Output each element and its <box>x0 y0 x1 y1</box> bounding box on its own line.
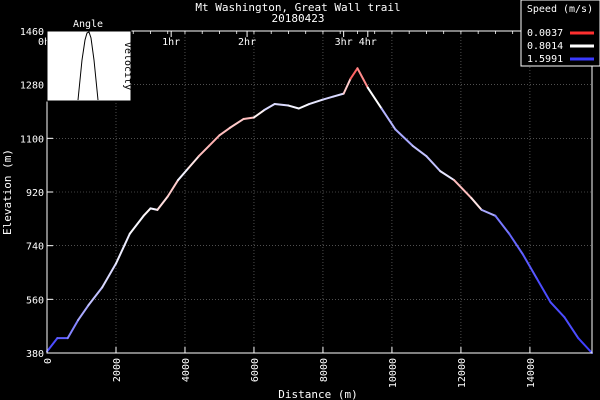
elevation-line <box>46 67 593 354</box>
line-segment <box>380 107 397 131</box>
x-tick-label: 12000 <box>457 358 468 388</box>
inset-frame <box>46 30 132 102</box>
line-segment <box>522 253 538 280</box>
line-segment <box>156 195 169 211</box>
line-segment <box>66 319 80 340</box>
line-segment <box>128 214 145 235</box>
line-segment <box>177 167 190 182</box>
time-tick-label: 2hr <box>238 37 256 48</box>
line-segment <box>411 144 428 158</box>
line-segment <box>494 214 511 235</box>
line-segment <box>252 109 266 119</box>
y-tick-label: 1100 <box>20 134 44 145</box>
line-segment <box>349 67 359 80</box>
line-segment <box>453 179 473 199</box>
x-tick-label: 10000 <box>388 358 399 388</box>
line-segment <box>577 337 593 354</box>
line-segment <box>480 208 497 217</box>
time-tick-label: 1hr <box>162 37 180 48</box>
x-tick-label: 2000 <box>112 358 123 382</box>
x-tick-label: 4000 <box>181 358 192 382</box>
legend-title: Speed (m/s) <box>527 4 593 15</box>
y-tick-label: 1280 <box>20 81 44 92</box>
line-segment <box>197 144 211 158</box>
y-tick-label: 1460 <box>20 27 44 38</box>
legend-entry-label: 0.8014 <box>527 41 563 52</box>
inset-ylabel: Velocity <box>122 42 133 90</box>
line-segment <box>439 170 456 182</box>
legend-entry-label: 0.0037 <box>527 28 563 39</box>
line-segment <box>332 92 345 98</box>
legend-entry-label: 1.5991 <box>527 54 563 65</box>
line-segment <box>366 86 383 110</box>
line-segment <box>208 134 221 147</box>
line-segment <box>297 103 311 110</box>
line-segment <box>114 232 131 265</box>
line-segment <box>218 126 231 137</box>
line-segment <box>242 116 255 120</box>
line-segment <box>46 337 59 353</box>
inset-title: Angle <box>73 19 103 30</box>
line-segment <box>166 179 180 198</box>
inset-panel: Angle Velocity <box>46 19 133 102</box>
line-segment <box>470 196 483 211</box>
line-segment <box>77 304 90 322</box>
line-segment <box>563 316 580 340</box>
line-segment <box>142 207 152 217</box>
line-segment <box>308 98 324 106</box>
x-axis-label: Distance (m) <box>278 388 357 400</box>
y-tick-label: 740 <box>26 242 44 253</box>
y-tick-label: 560 <box>26 295 44 306</box>
inset-curve <box>77 31 99 101</box>
line-segment <box>187 155 200 170</box>
line-segment <box>287 104 300 110</box>
line-segment <box>342 77 352 95</box>
y-tick-label: 380 <box>26 349 44 360</box>
line-segment <box>228 117 245 129</box>
y-tick-label: 920 <box>26 188 44 199</box>
line-segment <box>273 103 290 107</box>
x-tick-label: 8000 <box>319 358 330 382</box>
y-axis-label: Elevation (m) <box>1 149 14 235</box>
line-segment <box>87 286 104 307</box>
line-segment <box>549 301 566 319</box>
line-segment <box>508 232 525 256</box>
x-tick-label: 6000 <box>250 358 261 382</box>
line-segment <box>263 103 276 112</box>
x-tick-label: 14000 <box>526 358 537 388</box>
line-segment <box>535 277 552 304</box>
line-segment <box>101 262 117 289</box>
line-segment <box>356 67 369 89</box>
line-segment <box>425 155 442 173</box>
plot-frame <box>46 30 593 354</box>
legend: Speed (m/s) 0.0037 0.8014 1.5991 <box>520 0 600 67</box>
line-segment <box>321 95 335 101</box>
time-tick-label: 4hr <box>359 37 377 48</box>
x-tick-label: 0 <box>43 358 54 364</box>
legend-entries: 0.0037 0.8014 1.5991 <box>527 28 594 65</box>
chart-title: Mt Washington, Great Wall trail <box>195 1 400 14</box>
line-segment <box>149 207 159 211</box>
line-segment <box>394 128 414 147</box>
time-tick-label: 3hr <box>335 37 353 48</box>
chart-subtitle: 20180423 <box>272 12 325 25</box>
